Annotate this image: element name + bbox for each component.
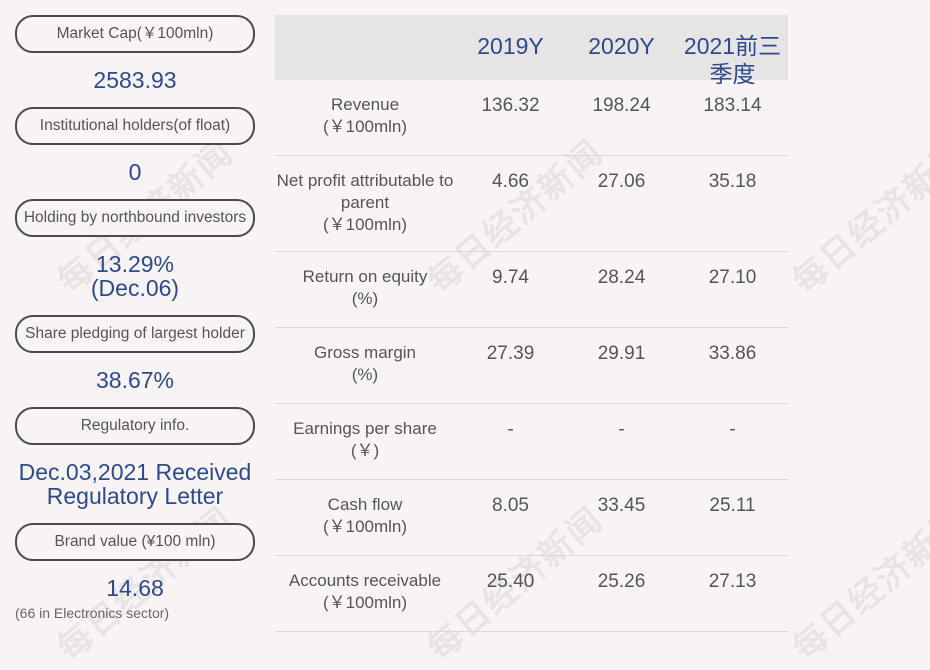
- table-row: Gross margin (%) 27.39 29.91 33.86: [275, 328, 788, 404]
- table-row: Return on equity (%) 9.74 28.24 27.10: [275, 252, 788, 328]
- row-value: 28.24: [597, 267, 646, 288]
- row-value: 29.91: [597, 343, 646, 364]
- row-value: 33.45: [597, 495, 646, 516]
- row-label: Revenue (￥100mln): [322, 95, 408, 136]
- regulatory-info-value: Dec.03,2021 Received Regulatory Letter: [18, 459, 252, 509]
- row-value: 4.66: [492, 171, 529, 192]
- table-row: Revenue (￥100mln) 136.32 198.24 183.14: [275, 80, 788, 156]
- row-value: 27.06: [597, 171, 646, 192]
- table-row: Earnings per share (￥) - - -: [275, 404, 788, 480]
- header-2019: 2019Y: [477, 33, 544, 59]
- header-2021q3: 2021前三季度: [683, 33, 782, 87]
- table-row: Accounts receivable (￥100mln) 25.40 25.2…: [275, 556, 788, 632]
- row-value: 198.24: [592, 95, 651, 116]
- table-row: Cash flow (￥100mln) 8.05 33.45 25.11: [275, 480, 788, 556]
- share-pledging-value: 38.67%: [95, 367, 174, 393]
- regulatory-info-label: Regulatory info.: [15, 407, 255, 445]
- institutional-holders-label: Institutional holders(of float): [15, 107, 255, 145]
- brand-value-note: (66 in Electronics sector): [15, 605, 170, 621]
- row-value: 8.05: [492, 495, 529, 516]
- institutional-holders-value: 0: [128, 159, 142, 185]
- brand-value-value: 14.68: [106, 575, 164, 601]
- table-row: Net profit attributable to parent (￥100m…: [275, 156, 788, 252]
- row-value: 25.26: [597, 571, 646, 592]
- row-value: 33.86: [708, 343, 757, 364]
- brand-value-label: Brand value (¥100 mln): [15, 523, 255, 561]
- northbound-holding-value: 13.29% (Dec.06): [90, 251, 180, 301]
- row-value: 136.32: [481, 95, 540, 116]
- row-value: 35.18: [708, 171, 757, 192]
- share-pledging-label: Share pledging of largest holder: [15, 315, 255, 353]
- market-cap-value: 2583.93: [93, 67, 177, 93]
- row-label: Earnings per share (￥): [293, 419, 437, 460]
- row-value: -: [507, 419, 514, 440]
- market-cap-label: Market Cap(￥100mln): [15, 15, 255, 53]
- row-label: Gross margin (%): [313, 343, 417, 384]
- row-value: 27.13: [708, 571, 757, 592]
- row-value: 27.10: [708, 267, 757, 288]
- row-value: 27.39: [486, 343, 535, 364]
- row-label: Return on equity (%): [302, 267, 428, 308]
- northbound-holding-label: Holding by northbound investors: [15, 199, 255, 237]
- watermark-text: 每日经济新闻: [785, 132, 930, 302]
- row-label: Net profit attributable to parent (￥100m…: [276, 171, 454, 234]
- row-value: 25.40: [486, 571, 535, 592]
- row-label: Accounts receivable (￥100mln): [288, 571, 442, 612]
- row-value: -: [729, 419, 736, 440]
- header-2020: 2020Y: [588, 33, 655, 59]
- row-value: 183.14: [703, 95, 762, 116]
- row-value: 25.11: [709, 495, 756, 516]
- watermark-text: 每日经济新闻: [785, 499, 930, 669]
- row-value: -: [618, 419, 625, 440]
- row-value: 9.74: [492, 267, 529, 288]
- table-header: 2019Y 2020Y 2021前三季度: [275, 15, 788, 87]
- row-label: Cash flow (￥100mln): [322, 495, 408, 536]
